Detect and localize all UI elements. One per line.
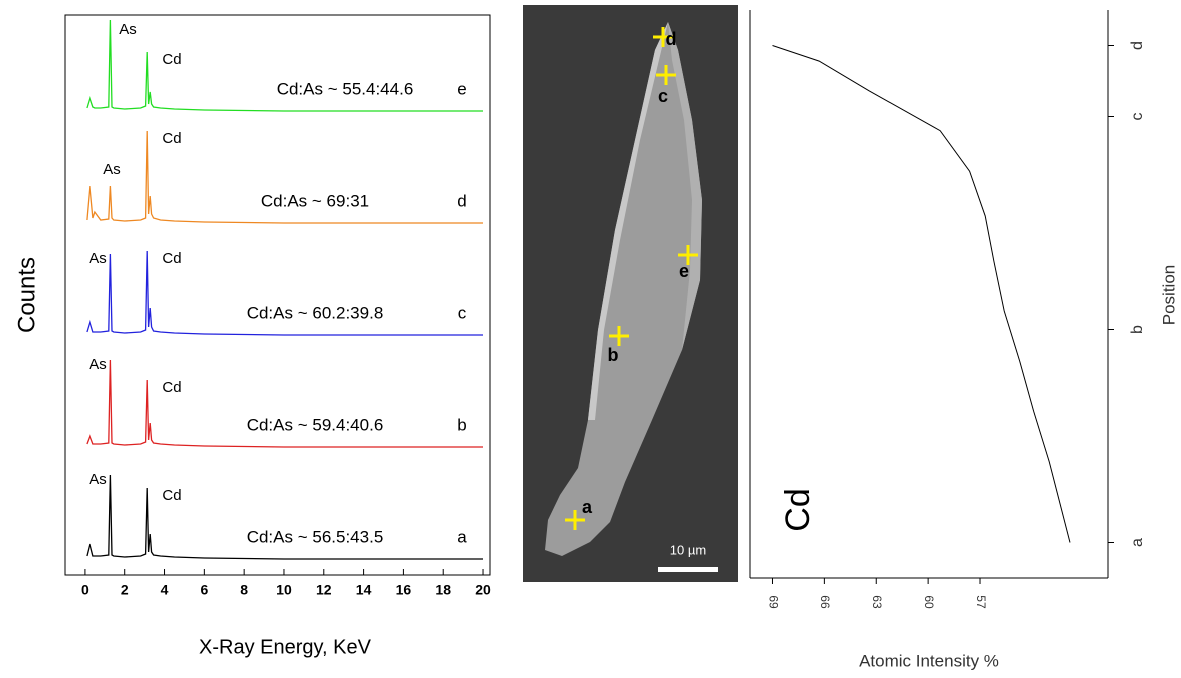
ratio-label: Cd:As ~ 69:31 [261, 191, 369, 210]
x-axis-title: X-Ray Energy, KeV [199, 636, 372, 658]
y-tick-label: c [1129, 113, 1146, 121]
ratio-label: Cd:As ~ 56.5:43.5 [247, 527, 384, 546]
series-label: a [457, 527, 467, 546]
scale-bar-label: 10 µm [670, 542, 706, 557]
element-annotation: Cd [779, 488, 817, 531]
peak-label: As [103, 161, 121, 178]
x-tick-label: 10 [276, 582, 292, 598]
x-tick-label: 0 [81, 582, 89, 598]
profile-line [772, 45, 1071, 543]
crystal-edge [668, 22, 702, 350]
peak-label: As [89, 250, 107, 267]
plot-frame [64, 14, 491, 576]
marker-label: e [679, 261, 689, 281]
peak-label: Cd [162, 379, 181, 396]
y-tick-label: a [1129, 538, 1146, 547]
marker-label: c [658, 86, 668, 106]
marker-cross [656, 65, 676, 85]
x-tick-label: 12 [316, 582, 332, 598]
crystal-edge [588, 22, 668, 420]
peak-label: Cd [162, 51, 181, 68]
marker-label: d [666, 29, 677, 49]
peak-label: Cd [162, 487, 181, 504]
spectrum-line [86, 250, 483, 336]
marker-cross [565, 510, 585, 530]
peak-label: Cd [162, 130, 181, 147]
marker-label: a [582, 497, 593, 517]
x-tick-label: 8 [240, 582, 248, 598]
x-tick-label: 57 [974, 595, 988, 609]
ratio-label: Cd:As ~ 60.2:39.8 [247, 303, 384, 322]
marker-cross [653, 27, 673, 47]
spectrum-line [86, 130, 483, 224]
ratio-label: Cd:As ~ 59.4:40.6 [247, 415, 384, 434]
peak-label: As [89, 471, 107, 488]
spectrum-line [86, 19, 483, 112]
x-tick-label: 69 [766, 595, 780, 609]
y-axis-title: Counts [13, 257, 40, 333]
x-tick-label: 63 [870, 595, 884, 609]
series-label: d [457, 191, 466, 210]
spectrum-line [86, 359, 483, 448]
profile-panel: Atomic Intensity % Position Cd 69 66 63 60 5… [749, 10, 1178, 670]
marker-cross [678, 245, 698, 265]
sem-image: 10 µm a b c d e [523, 5, 738, 582]
marker-cross [609, 326, 629, 346]
series-label: e [457, 79, 466, 98]
y-axis-title: Position [1159, 265, 1178, 325]
x-tick-label: 66 [818, 595, 832, 609]
x-tick-label: 14 [356, 582, 372, 598]
spectra-panel: Counts X-Ray Energy, KeV 0 2 4 6 8 10 12 14 16 18… [13, 14, 491, 658]
peak-label: As [119, 21, 137, 38]
peak-label: As [89, 356, 107, 373]
x-tick-label: 6 [200, 582, 208, 598]
x-tick-label: 60 [922, 595, 936, 609]
ratio-label: Cd:As ~ 55.4:44.6 [277, 79, 414, 98]
x-tick-label: 4 [161, 582, 169, 598]
marker-label: b [608, 345, 619, 365]
y-tick-label: b [1129, 325, 1146, 334]
x-tick-label: 2 [121, 582, 129, 598]
x-tick-label: 20 [475, 582, 491, 598]
series-label: b [457, 415, 466, 434]
x-axis-title: Atomic Intensity % [859, 651, 999, 670]
x-tick-label: 16 [396, 582, 412, 598]
x-tick-label: 18 [435, 582, 451, 598]
crystal [545, 22, 702, 556]
scale-bar [658, 567, 718, 572]
y-tick-label: d [1129, 41, 1146, 50]
series-label: c [458, 303, 467, 322]
spectrum-line [86, 474, 483, 560]
peak-label: Cd [162, 250, 181, 267]
